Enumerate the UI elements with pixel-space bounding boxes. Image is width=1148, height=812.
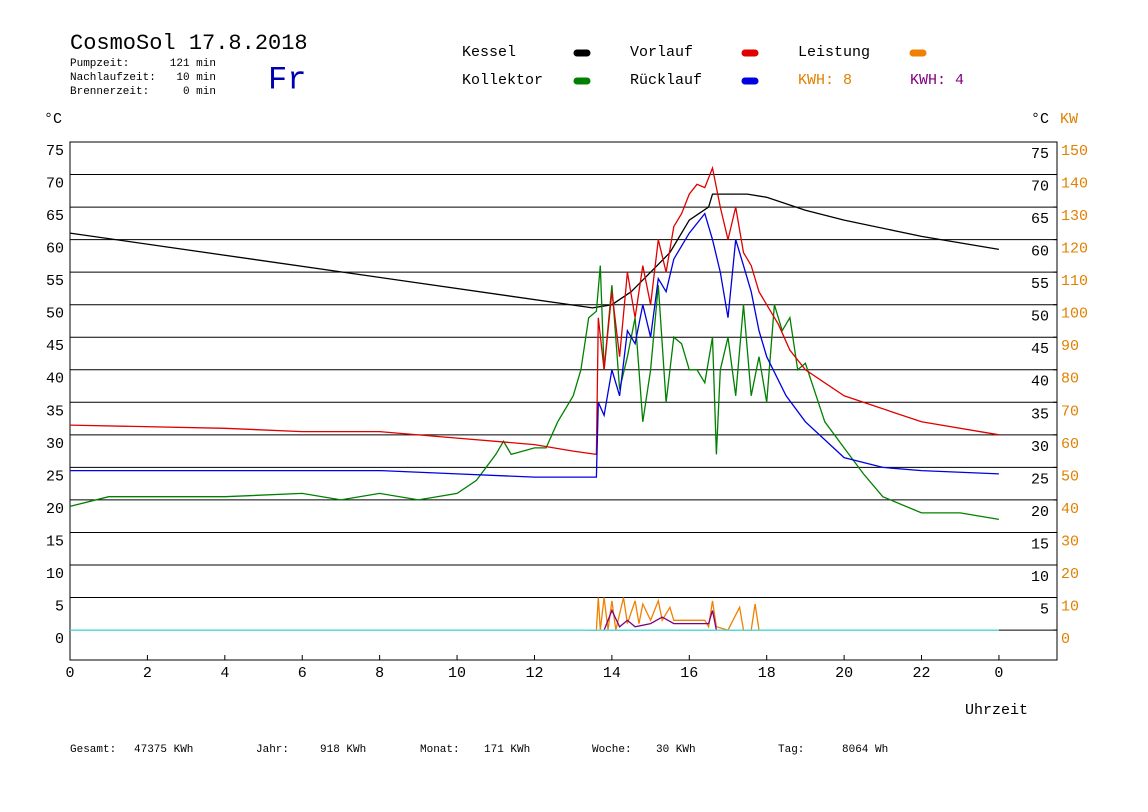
y-tick-label: 25 — [46, 468, 64, 485]
total-value: 918 KWh — [320, 744, 366, 756]
legend-label: Kessel — [462, 44, 516, 61]
y-right-tick-label: 65 — [1031, 211, 1049, 228]
y-tick-label: 5 — [55, 598, 64, 615]
y-tick-label: 55 — [46, 273, 64, 290]
x-tick-label: 6 — [298, 665, 307, 682]
total-label: Monat: — [420, 744, 460, 756]
y-tick-label: 70 — [46, 176, 64, 193]
y2-tick-label: 30 — [1061, 533, 1079, 550]
y2-tick-label: 10 — [1061, 598, 1079, 615]
x-tick-label: 12 — [525, 665, 543, 682]
total-value: 8064 Wh — [842, 744, 888, 756]
y-tick-label: 50 — [46, 306, 64, 323]
total-label: Jahr: — [256, 744, 289, 756]
y2-tick-label: 130 — [1061, 208, 1088, 225]
y-tick-label: 30 — [46, 436, 64, 453]
y-tick-label: 15 — [46, 533, 64, 550]
y2-tick-label: 70 — [1061, 403, 1079, 420]
x-tick-label: 2 — [143, 665, 152, 682]
y2-unit-celsius: °C — [1031, 111, 1049, 128]
legend-label: Kollektor — [462, 72, 543, 89]
legend-label: Vorlauf — [630, 44, 693, 61]
y2-tick-label: 40 — [1061, 501, 1079, 518]
y2-tick-label: 60 — [1061, 436, 1079, 453]
info-value: 0 min — [183, 86, 216, 98]
series-line — [70, 212, 999, 478]
x-tick-label: 14 — [603, 665, 621, 682]
y2-tick-label: 110 — [1061, 273, 1088, 290]
x-tick-label: 8 — [375, 665, 384, 682]
kwh-label: KWH: 8 — [798, 72, 852, 89]
y-tick-label: 75 — [46, 143, 64, 160]
y-right-tick-label: 15 — [1031, 536, 1049, 553]
weekday: Fr — [268, 61, 306, 98]
y2-tick-label: 50 — [1061, 468, 1079, 485]
y-right-tick-label: 35 — [1031, 406, 1049, 423]
y-right-tick-label: 5 — [1040, 601, 1049, 618]
series-line — [603, 608, 718, 631]
total-label: Tag: — [778, 744, 804, 756]
y-right-tick-label: 45 — [1031, 341, 1049, 358]
y-right-tick-label: 50 — [1031, 309, 1049, 326]
legend-label: Leistung — [798, 44, 870, 61]
y-tick-label: 10 — [46, 566, 64, 583]
info-label: Pumpzeit: — [70, 58, 129, 70]
chart-title: CosmoSol 17.8.2018 — [70, 31, 308, 56]
y2-tick-label: 140 — [1061, 176, 1088, 193]
y2-tick-label: 100 — [1061, 306, 1088, 323]
kwh-label: KWH: 4 — [910, 72, 964, 89]
info-label: Brennerzeit: — [70, 86, 149, 98]
x-tick-label: 22 — [913, 665, 931, 682]
series-line — [69, 265, 1000, 521]
total-value: 171 KWh — [484, 744, 530, 756]
x-tick-label: 18 — [758, 665, 776, 682]
y-right-tick-label: 75 — [1031, 146, 1049, 163]
total-label: Woche: — [592, 744, 632, 756]
y-right-tick-label: 10 — [1031, 569, 1049, 586]
x-tick-label: 16 — [680, 665, 698, 682]
info-value: 10 min — [176, 72, 216, 84]
series-line — [588, 597, 760, 631]
y-tick-label: 60 — [46, 241, 64, 258]
x-tick-label: 20 — [835, 665, 853, 682]
y-right-tick-label: 60 — [1031, 244, 1049, 261]
y-right-tick-label: 25 — [1031, 471, 1049, 488]
x-tick-label: 0 — [994, 665, 1003, 682]
y2-tick-label: 80 — [1061, 371, 1079, 388]
y-tick-label: 45 — [46, 338, 64, 355]
y2-tick-label: 0 — [1061, 631, 1070, 648]
y-right-tick-label: 70 — [1031, 179, 1049, 196]
y-unit: °C — [44, 111, 62, 128]
y2-tick-label: 90 — [1061, 338, 1079, 355]
x-tick-label: 0 — [65, 665, 74, 682]
series-line — [69, 193, 1000, 309]
y-right-tick-label: 40 — [1031, 374, 1049, 391]
x-tick-label: 10 — [448, 665, 466, 682]
y-tick-label: 40 — [46, 371, 64, 388]
x-tick-label: 4 — [220, 665, 229, 682]
total-value: 47375 KWh — [134, 744, 193, 756]
info-value: 121 min — [170, 58, 216, 70]
y2-unit: KW — [1060, 111, 1078, 128]
y-tick-label: 35 — [46, 403, 64, 420]
y-right-tick-label: 20 — [1031, 504, 1049, 521]
total-value: 30 KWh — [656, 744, 696, 756]
x-axis-label: Uhrzeit — [965, 702, 1028, 719]
y-tick-label: 0 — [55, 631, 64, 648]
y-right-tick-label: 55 — [1031, 276, 1049, 293]
series-line — [69, 165, 1000, 456]
y-right-tick-label: 30 — [1031, 439, 1049, 456]
y2-tick-label: 20 — [1061, 566, 1079, 583]
total-label: Gesamt: — [70, 744, 116, 756]
y-tick-label: 65 — [46, 208, 64, 225]
legend-label: Rücklauf — [630, 72, 702, 89]
y2-tick-label: 120 — [1061, 241, 1088, 258]
y2-tick-label: 150 — [1061, 143, 1088, 160]
y-tick-label: 20 — [46, 501, 64, 518]
info-label: Nachlaufzeit: — [70, 72, 156, 84]
